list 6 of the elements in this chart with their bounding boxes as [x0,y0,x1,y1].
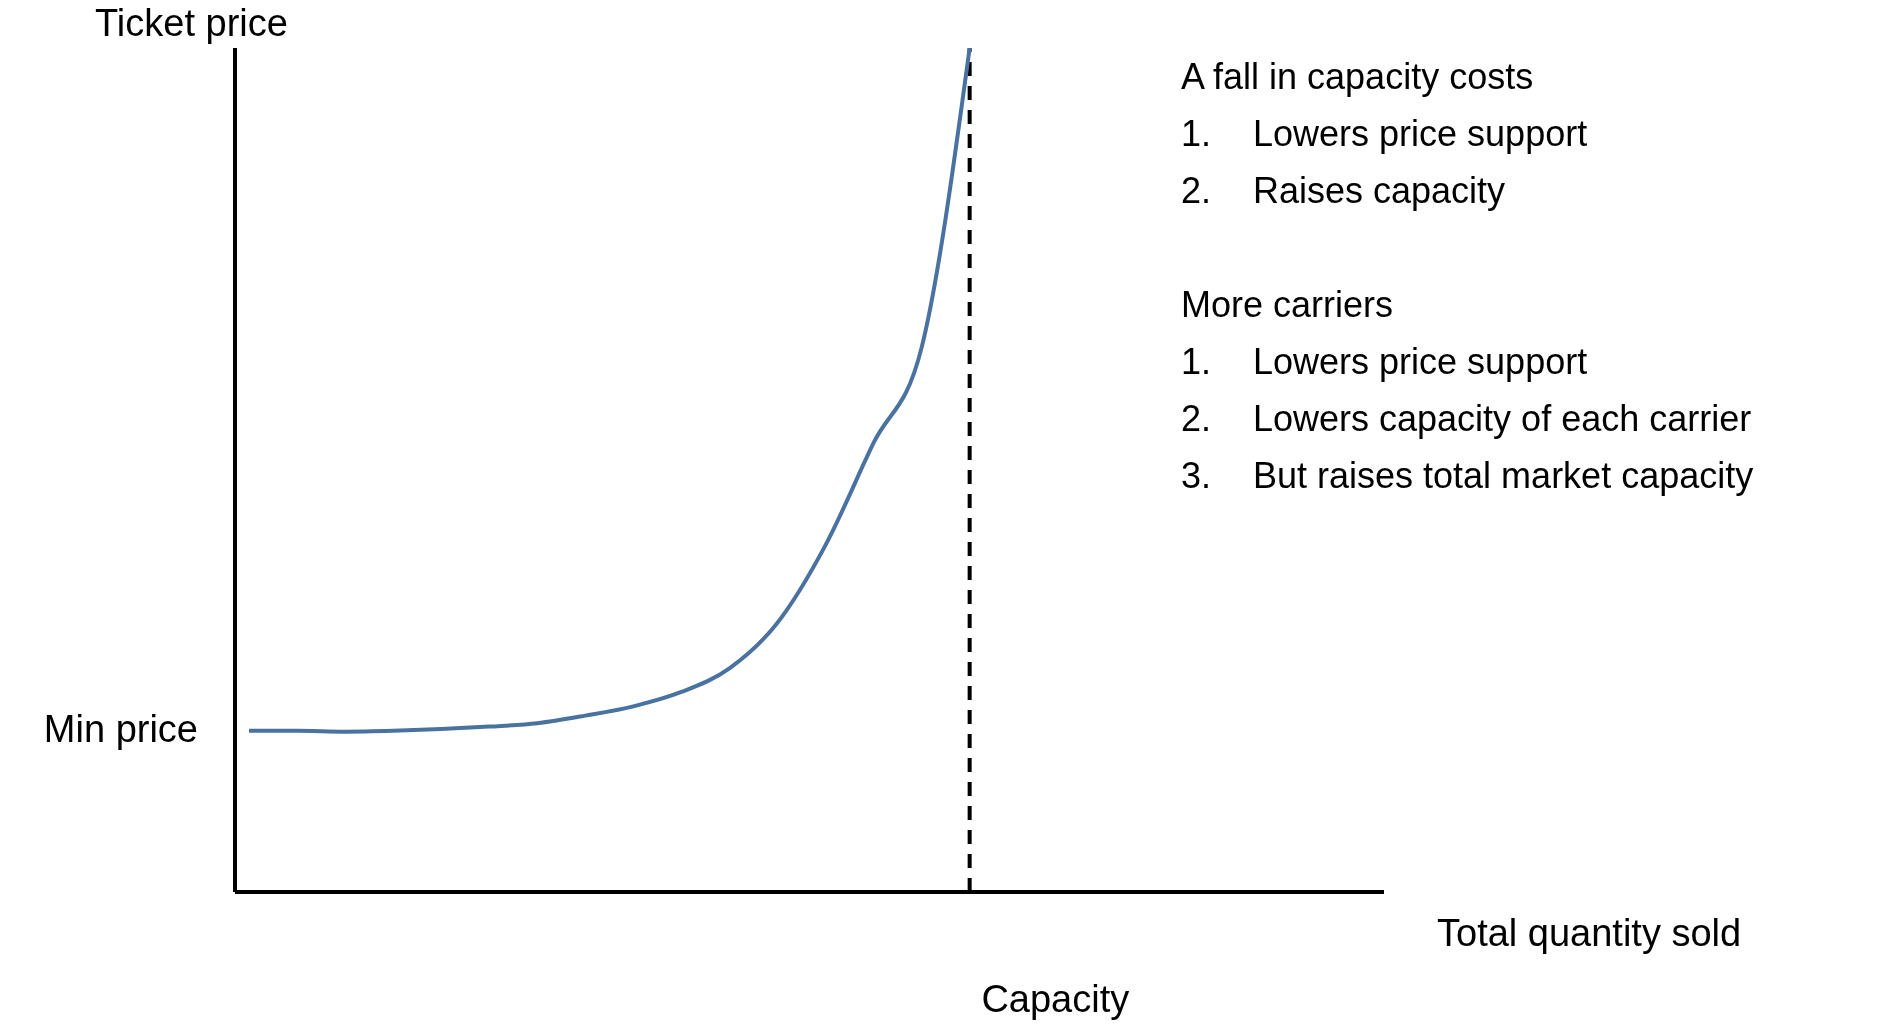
y-axis-title: Ticket price [95,2,288,45]
text: A fall in capacity costs 1. Lowers price support 2. Raises capacity [1181,56,1588,211]
text: Capacity [981,978,1130,1021]
x-axis-title: Total quantity sold [1437,912,1742,955]
text: Min price [43,707,198,751]
text: More carriers 1. Lowers price support 2. Lowers capacity of each carrier 3. But raises total market capacity [1181,284,1754,496]
